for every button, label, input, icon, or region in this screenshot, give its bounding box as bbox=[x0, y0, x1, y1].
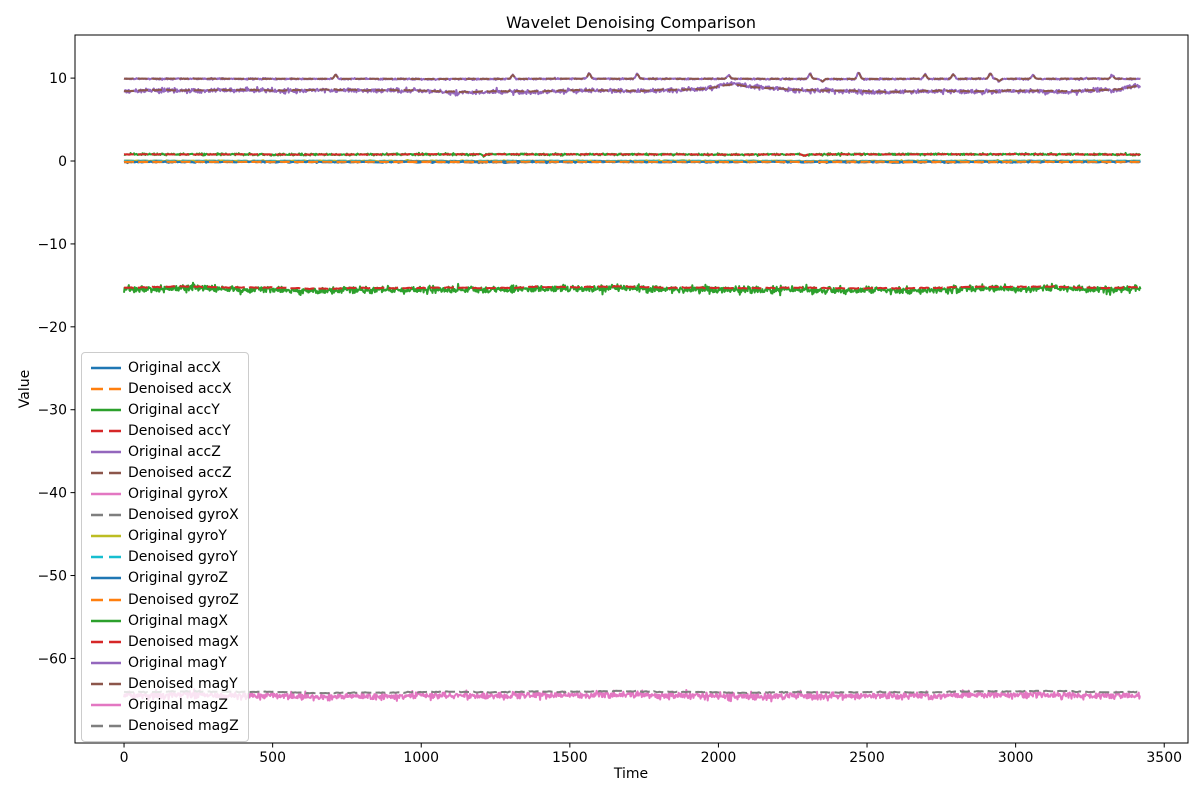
legend-item-original-accy: Original accY bbox=[91, 399, 239, 420]
legend-label: Original gyroY bbox=[128, 528, 227, 545]
legend-label: Denoised gyroZ bbox=[128, 591, 239, 608]
line-original-magz bbox=[123, 688, 1141, 703]
legend-item-original-magy: Original magY bbox=[91, 652, 239, 673]
solid-line-swatch-icon bbox=[91, 366, 121, 369]
legend-label: Denoised magY bbox=[128, 675, 238, 692]
solid-line-swatch-icon bbox=[91, 408, 121, 411]
legend-label: Original gyroX bbox=[128, 486, 229, 503]
legend-label: Original accX bbox=[128, 359, 221, 376]
legend-item-denoised-gyroy: Denoised gyroY bbox=[91, 547, 239, 568]
y-tick-label: −60 bbox=[37, 651, 67, 667]
y-tick-label: −10 bbox=[37, 237, 67, 253]
legend-label: Denoised accY bbox=[128, 422, 231, 439]
legend-label: Denoised accZ bbox=[128, 465, 232, 482]
legend-label: Original magX bbox=[128, 612, 228, 629]
legend-item-denoised-accz: Denoised accZ bbox=[91, 462, 239, 483]
y-tick-label: 10 bbox=[49, 71, 67, 87]
legend-item-original-gyroz: Original gyroZ bbox=[91, 568, 239, 589]
axes-frame bbox=[74, 34, 1189, 744]
legend-item-original-accz: Original accZ bbox=[91, 441, 239, 462]
dashed-line-swatch-icon bbox=[91, 513, 121, 517]
y-tick-label: −20 bbox=[37, 320, 67, 336]
dashed-line-swatch-icon bbox=[91, 387, 121, 390]
x-tick-label: 2500 bbox=[849, 750, 885, 766]
legend-label: Original magY bbox=[128, 654, 227, 671]
legend-item-denoised-magy: Denoised magY bbox=[91, 673, 239, 694]
legend-item-denoised-accy: Denoised accY bbox=[91, 420, 239, 441]
legend-label: Denoised accX bbox=[128, 380, 232, 397]
legend-item-original-gyrox: Original gyroX bbox=[91, 484, 239, 505]
x-tick-label: 3000 bbox=[998, 750, 1034, 766]
legend-item-denoised-magx: Denoised magX bbox=[91, 631, 239, 652]
legend-item-denoised-gyrox: Denoised gyroX bbox=[91, 505, 239, 526]
dashed-line-swatch-icon bbox=[91, 556, 121, 559]
solid-line-swatch-icon bbox=[91, 619, 121, 622]
legend-label: Denoised gyroX bbox=[128, 507, 239, 524]
x-tick-label: 0 bbox=[120, 750, 129, 766]
line-denoised-magx bbox=[123, 285, 1141, 291]
x-axis-label: Time bbox=[613, 766, 649, 782]
legend-label: Denoised magZ bbox=[128, 718, 239, 735]
legend-item-original-magz: Original magZ bbox=[91, 695, 239, 716]
x-tick-label: 1000 bbox=[403, 750, 439, 766]
line-original-magy bbox=[123, 81, 1142, 97]
y-tick-label: −40 bbox=[37, 486, 67, 502]
line-denoised-accy bbox=[123, 152, 1141, 157]
legend-label: Original accY bbox=[128, 401, 220, 418]
legend: Original accX Denoised accX Original accY D… bbox=[81, 352, 249, 742]
solid-line-swatch-icon bbox=[91, 577, 121, 580]
x-tick-label: 500 bbox=[259, 750, 286, 766]
line-denoised-accz bbox=[123, 72, 1141, 83]
solid-line-swatch-icon bbox=[91, 492, 121, 496]
legend-item-original-gyroy: Original gyroY bbox=[91, 526, 239, 547]
legend-item-original-accx: Original accX bbox=[91, 357, 239, 378]
legend-label: Denoised gyroY bbox=[128, 549, 238, 566]
line-original-magx bbox=[123, 281, 1142, 297]
dashed-line-swatch-icon bbox=[91, 471, 121, 475]
dashed-line-swatch-icon bbox=[91, 724, 121, 728]
line-original-gyroz bbox=[123, 159, 1141, 164]
y-tick-label: −50 bbox=[37, 569, 67, 585]
solid-line-swatch-icon bbox=[91, 661, 121, 665]
x-tick-label: 1500 bbox=[552, 750, 588, 766]
line-denoised-magy bbox=[124, 83, 1141, 94]
legend-label: Original gyroZ bbox=[128, 570, 229, 587]
dashed-line-swatch-icon bbox=[91, 682, 121, 686]
legend-label: Original accZ bbox=[128, 443, 221, 460]
x-tick-label: 3500 bbox=[1146, 750, 1182, 766]
dashed-line-swatch-icon bbox=[91, 640, 121, 644]
solid-line-swatch-icon bbox=[91, 535, 121, 538]
legend-label: Denoised magX bbox=[128, 633, 239, 650]
legend-item-denoised-accx: Denoised accX bbox=[91, 378, 239, 399]
line-denoised-magz bbox=[123, 689, 1141, 695]
y-tick-label: 0 bbox=[58, 154, 67, 170]
legend-item-denoised-magz: Denoised magZ bbox=[91, 716, 239, 737]
legend-item-original-magx: Original magX bbox=[91, 610, 239, 631]
x-tick-label: 2000 bbox=[701, 750, 737, 766]
legend-item-denoised-gyroz: Denoised gyroZ bbox=[91, 589, 239, 610]
y-axis-label: Value bbox=[17, 369, 33, 409]
solid-line-swatch-icon bbox=[91, 703, 121, 707]
solid-line-swatch-icon bbox=[91, 450, 121, 454]
chart-title: Wavelet Denoising Comparison bbox=[505, 13, 757, 32]
dashed-line-swatch-icon bbox=[91, 598, 121, 601]
legend-label: Original magZ bbox=[128, 697, 228, 714]
y-tick-label: −30 bbox=[37, 403, 67, 419]
dashed-line-swatch-icon bbox=[91, 429, 121, 433]
